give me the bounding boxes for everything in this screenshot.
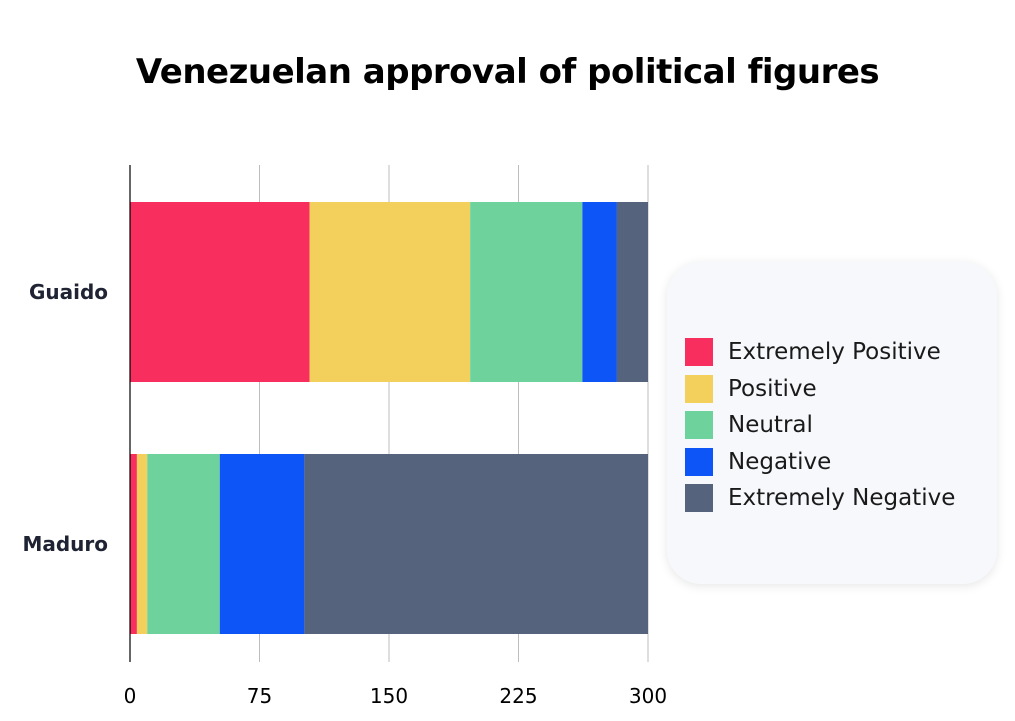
x-tick-label-150: 150 (370, 684, 408, 708)
legend-label-neutral: Neutral (728, 412, 813, 439)
x-tick-label-300: 300 (629, 684, 667, 708)
x-tick-label-75: 75 (247, 684, 272, 708)
legend-item-extremely-negative: Extremely Negative (685, 480, 955, 517)
legend-item-positive: Positive (685, 371, 955, 408)
category-labels: Guaido Maduro (22, 280, 108, 556)
legend-swatch-positive (685, 374, 713, 403)
bar-maduro-positive (136, 454, 148, 634)
legend-swatch-extremely-negative (685, 484, 713, 513)
legend-list: Extremely Positive Positive Neutral Negativ… (685, 334, 955, 517)
legend-item-extremely-positive: Extremely Positive (685, 334, 955, 371)
bar-guaido-negative (582, 202, 617, 382)
legend-label-extremely-positive: Extremely Positive (728, 339, 941, 366)
legend-swatch-neutral (685, 411, 713, 440)
category-label-guaido: Guaido (29, 280, 108, 304)
legend-item-negative: Negative (685, 444, 955, 481)
bar-maduro-extremely-positive (130, 454, 137, 634)
x-tick-label-225: 225 (499, 684, 537, 708)
category-label-maduro: Maduro (22, 532, 108, 556)
bar-maduro-negative (219, 454, 305, 634)
chart-title: Venezuelan approval of political figures (135, 52, 880, 92)
bar-guaido-extremely-negative (616, 202, 648, 382)
legend-label-extremely-negative: Extremely Negative (728, 485, 956, 512)
bar-maduro-neutral (147, 454, 220, 634)
bar-maduro-extremely-negative (304, 454, 648, 634)
legend-label-positive: Positive (728, 375, 817, 402)
bars (130, 202, 648, 634)
legend-label-negative: Negative (728, 448, 832, 475)
legend-item-neutral: Neutral (685, 407, 955, 444)
legend-swatch-extremely-positive (685, 338, 713, 367)
bar-guaido-extremely-positive (130, 202, 310, 382)
x-tick-label-0: 0 (124, 684, 137, 708)
legend-swatch-negative (685, 447, 713, 476)
legend: Extremely Positive Positive Neutral Negativ… (667, 262, 997, 584)
bar-guaido-neutral (470, 202, 583, 382)
x-tick-labels: 0 75 150 225 300 (124, 684, 667, 708)
bar-guaido-positive (309, 202, 471, 382)
